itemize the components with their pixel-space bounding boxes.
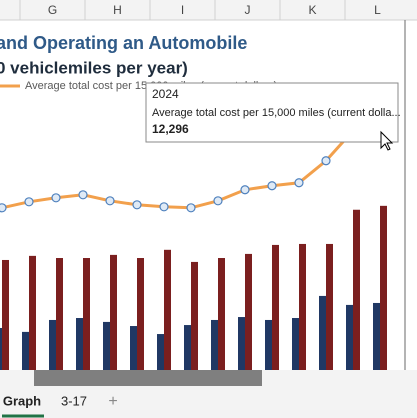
line-marker[interactable]	[294, 178, 304, 188]
line-marker[interactable]	[132, 200, 142, 210]
bar	[272, 244, 279, 370]
chart-title: and Operating an Automobile	[0, 33, 247, 53]
tooltip-box	[145, 82, 399, 143]
bar	[373, 302, 380, 370]
bar	[238, 317, 245, 370]
column-header: J	[245, 3, 251, 17]
column-header: I	[181, 3, 184, 17]
bar	[2, 259, 9, 370]
line-marker[interactable]	[78, 190, 88, 200]
bar	[299, 243, 306, 370]
chart-subtitle: 0 vehiclemiles per year)	[0, 58, 188, 77]
bar	[319, 295, 326, 370]
bar	[49, 319, 56, 370]
line-marker[interactable]	[186, 203, 196, 213]
column-header: G	[48, 3, 57, 17]
line-marker[interactable]	[105, 196, 115, 206]
bar	[110, 254, 117, 370]
tooltip: 2024 Average total cost per 15,000 miles…	[145, 82, 401, 143]
line-marker[interactable]	[159, 202, 169, 212]
line-marker[interactable]	[240, 185, 250, 195]
bar	[164, 249, 171, 370]
scrollbar-thumb[interactable]	[34, 370, 262, 386]
bar	[211, 319, 218, 370]
tooltip-series: Average total cost per 15,000 miles (cur…	[152, 107, 401, 119]
bar	[265, 319, 272, 370]
column-header: H	[113, 3, 122, 17]
line-marker[interactable]	[0, 203, 7, 213]
bar	[184, 325, 191, 370]
line-marker[interactable]	[213, 196, 223, 206]
bar	[83, 258, 90, 370]
bar	[56, 258, 63, 370]
line-marker[interactable]	[321, 156, 331, 166]
bar	[22, 331, 29, 370]
tab-bar	[0, 388, 417, 418]
mouse-cursor	[380, 130, 394, 151]
bar	[0, 327, 2, 370]
line-marker[interactable]	[267, 181, 277, 191]
bar	[346, 304, 353, 370]
new-sheet-button[interactable]: +	[108, 393, 117, 410]
bar	[137, 258, 144, 370]
bar	[245, 253, 252, 370]
bar	[130, 326, 137, 370]
bar	[353, 209, 360, 370]
bar	[76, 318, 83, 370]
bar	[326, 243, 333, 370]
active-sheet-tab[interactable]: Graph	[3, 393, 41, 408]
line-marker[interactable]	[24, 197, 34, 207]
bar	[380, 205, 387, 370]
column-header-bar	[0, 0, 417, 20]
bar	[191, 261, 198, 370]
tooltip-value: 12,296	[152, 122, 189, 136]
column-header: L	[374, 3, 381, 17]
bar	[103, 321, 110, 370]
bar	[292, 318, 299, 370]
line-marker[interactable]	[51, 193, 61, 203]
bar	[218, 258, 225, 370]
sheet-tab[interactable]: 3-17	[61, 393, 87, 408]
bar	[29, 255, 36, 370]
tooltip-category: 2024	[152, 87, 179, 101]
bar	[157, 334, 164, 370]
column-header: K	[308, 3, 316, 17]
